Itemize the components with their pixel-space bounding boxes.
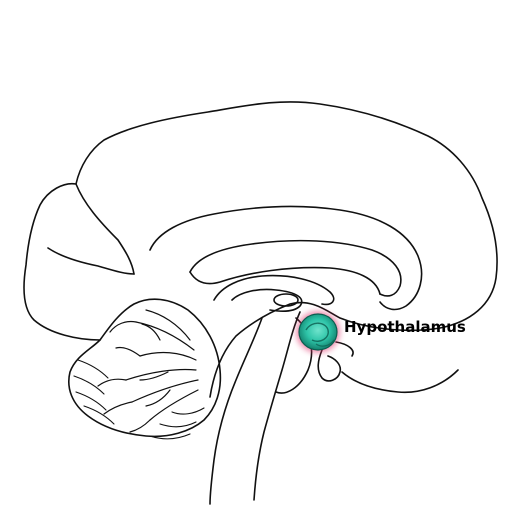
cerebellar-folia [73, 359, 205, 440]
hypothalamus-highlight [296, 311, 340, 353]
optic-chiasm [335, 341, 354, 357]
arbor-vitae [97, 309, 199, 433]
cerebellum-outline [68, 298, 222, 438]
brainstem-back [209, 317, 263, 505]
brainstem-front [253, 311, 301, 501]
thalamus [231, 288, 303, 312]
corpus-callosum-lower [189, 266, 381, 295]
parieto-occipital-line [75, 183, 135, 275]
interthalamic-adhesion [273, 293, 299, 307]
fornix [213, 274, 335, 306]
calcarine-fold [47, 247, 135, 275]
cingulate-gyrus [149, 205, 423, 311]
hypothalamus-label: Hypothalamus [344, 318, 466, 336]
pituitary-stalk [317, 349, 342, 382]
cerebrum-outline [23, 101, 498, 398]
corpus-callosum-upper [189, 239, 402, 297]
temporal-lobe-lower [341, 369, 459, 394]
